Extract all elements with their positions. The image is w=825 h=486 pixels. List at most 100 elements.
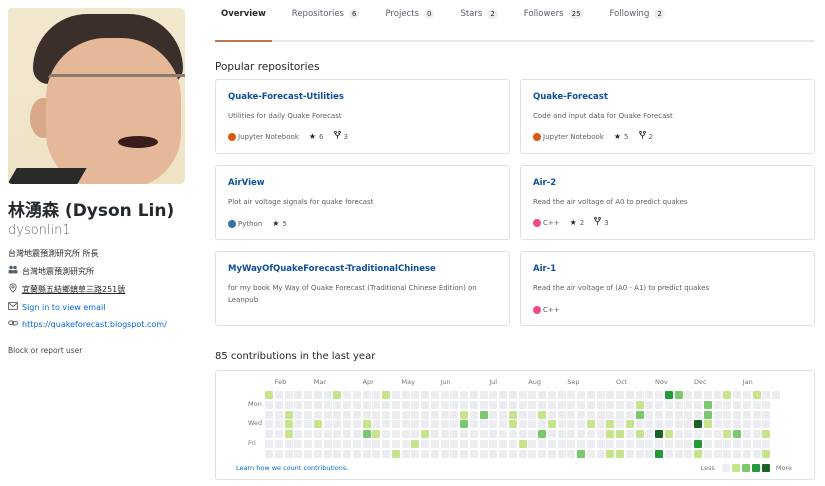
- contribution-day[interactable]: [518, 420, 527, 429]
- contribution-day[interactable]: [538, 449, 546, 458]
- contribution-day[interactable]: [635, 420, 644, 429]
- contribution-day[interactable]: [733, 449, 741, 458]
- contribution-day[interactable]: [323, 400, 332, 409]
- contribution-day[interactable]: [742, 430, 751, 439]
- contribution-day[interactable]: [723, 410, 732, 419]
- contribution-day[interactable]: [362, 420, 371, 429]
- contribution-day[interactable]: [489, 430, 498, 439]
- contribution-day[interactable]: [372, 410, 381, 419]
- contribution-day[interactable]: [508, 430, 517, 439]
- contribution-day[interactable]: [304, 420, 312, 429]
- contribution-day[interactable]: [411, 430, 420, 439]
- contribution-day[interactable]: [538, 420, 546, 429]
- contribution-day[interactable]: [499, 430, 507, 439]
- contribution-day[interactable]: [616, 430, 624, 439]
- contribution-day[interactable]: [694, 410, 702, 419]
- contribution-day[interactable]: [567, 391, 576, 399]
- contribution-day[interactable]: [752, 440, 761, 448]
- contribution-day[interactable]: [674, 391, 683, 399]
- contribution-day[interactable]: [577, 449, 585, 458]
- contribution-day[interactable]: [508, 420, 517, 429]
- tab-following[interactable]: Following 2: [604, 0, 671, 40]
- contribution-day[interactable]: [352, 410, 361, 419]
- contribution-day[interactable]: [635, 449, 644, 458]
- contribution-day[interactable]: [518, 449, 527, 458]
- contribution-day[interactable]: [460, 400, 468, 409]
- contribution-day[interactable]: [596, 449, 605, 458]
- contribution-day[interactable]: [635, 410, 644, 419]
- contribution-day[interactable]: [401, 420, 410, 429]
- contribution-day[interactable]: [362, 449, 371, 458]
- contribution-day[interactable]: [274, 391, 283, 399]
- contribution-day[interactable]: [703, 400, 712, 409]
- contribution-day[interactable]: [323, 410, 332, 419]
- contribution-day[interactable]: [518, 410, 527, 419]
- contribution-day[interactable]: [713, 440, 722, 448]
- contribution-day[interactable]: [499, 420, 507, 429]
- contribution-day[interactable]: [567, 440, 576, 448]
- contribution-day[interactable]: [450, 391, 459, 399]
- tab-projects[interactable]: Projects 0: [379, 0, 440, 40]
- contribution-day[interactable]: [391, 391, 400, 399]
- contribution-day[interactable]: [625, 420, 634, 429]
- contribution-day[interactable]: [440, 400, 449, 409]
- tab-repositories[interactable]: Repositories 6: [286, 0, 366, 40]
- contribution-day[interactable]: [674, 400, 683, 409]
- contribution-day[interactable]: [518, 391, 527, 399]
- contribution-day[interactable]: [645, 391, 654, 399]
- contribution-day[interactable]: [742, 410, 751, 419]
- contribution-day[interactable]: [528, 410, 537, 419]
- contribution-day[interactable]: [567, 420, 576, 429]
- contribution-day[interactable]: [713, 449, 722, 458]
- contribution-day[interactable]: [508, 410, 517, 419]
- contribution-day[interactable]: [674, 449, 683, 458]
- contribution-day[interactable]: [703, 440, 712, 448]
- sign-in-email-link[interactable]: Sign in to view email: [22, 303, 106, 312]
- contribution-day[interactable]: [606, 440, 615, 448]
- contribution-day[interactable]: [323, 420, 332, 429]
- contribution-day[interactable]: [401, 440, 410, 448]
- contribution-day[interactable]: [440, 440, 449, 448]
- contribution-day[interactable]: [538, 391, 546, 399]
- contribution-day[interactable]: [382, 449, 390, 458]
- contribution-day[interactable]: [703, 430, 712, 439]
- contribution-day[interactable]: [674, 440, 683, 448]
- contribution-day[interactable]: [645, 430, 654, 439]
- contribution-day[interactable]: [284, 420, 293, 429]
- contribution-day[interactable]: [752, 410, 761, 419]
- contribution-day[interactable]: [382, 391, 390, 399]
- contribution-day[interactable]: [606, 410, 615, 419]
- contribution-day[interactable]: [479, 449, 488, 458]
- contribution-day[interactable]: [479, 410, 488, 419]
- contribution-day[interactable]: [304, 400, 312, 409]
- contribution-day[interactable]: [489, 420, 498, 429]
- contribution-day[interactable]: [284, 440, 293, 448]
- contribution-day[interactable]: [772, 391, 780, 399]
- contribution-day[interactable]: [625, 391, 634, 399]
- repo-name-link[interactable]: AirView: [228, 178, 265, 188]
- contribution-day[interactable]: [596, 400, 605, 409]
- contribution-day[interactable]: [313, 410, 322, 419]
- contribution-day[interactable]: [352, 449, 361, 458]
- contribution-day[interactable]: [723, 449, 732, 458]
- contribution-day[interactable]: [352, 400, 361, 409]
- contribution-day[interactable]: [762, 391, 771, 399]
- contribution-day[interactable]: [372, 440, 381, 448]
- contribution-day[interactable]: [645, 420, 654, 429]
- contribution-day[interactable]: [284, 400, 293, 409]
- contribution-day[interactable]: [274, 400, 283, 409]
- contribution-day[interactable]: [489, 400, 498, 409]
- contribution-day[interactable]: [411, 420, 420, 429]
- contribution-day[interactable]: [352, 430, 361, 439]
- contribution-day[interactable]: [274, 440, 283, 448]
- contribution-day[interactable]: [440, 430, 449, 439]
- contribution-day[interactable]: [440, 391, 449, 399]
- contribution-day[interactable]: [450, 449, 459, 458]
- contribution-day[interactable]: [703, 420, 712, 429]
- contribution-day[interactable]: [411, 449, 420, 458]
- contribution-day[interactable]: [762, 440, 771, 448]
- learn-contributions-link[interactable]: Learn how we count contributions.: [236, 464, 349, 472]
- contribution-day[interactable]: [518, 400, 527, 409]
- contribution-day[interactable]: [313, 420, 322, 429]
- contribution-day[interactable]: [742, 420, 751, 429]
